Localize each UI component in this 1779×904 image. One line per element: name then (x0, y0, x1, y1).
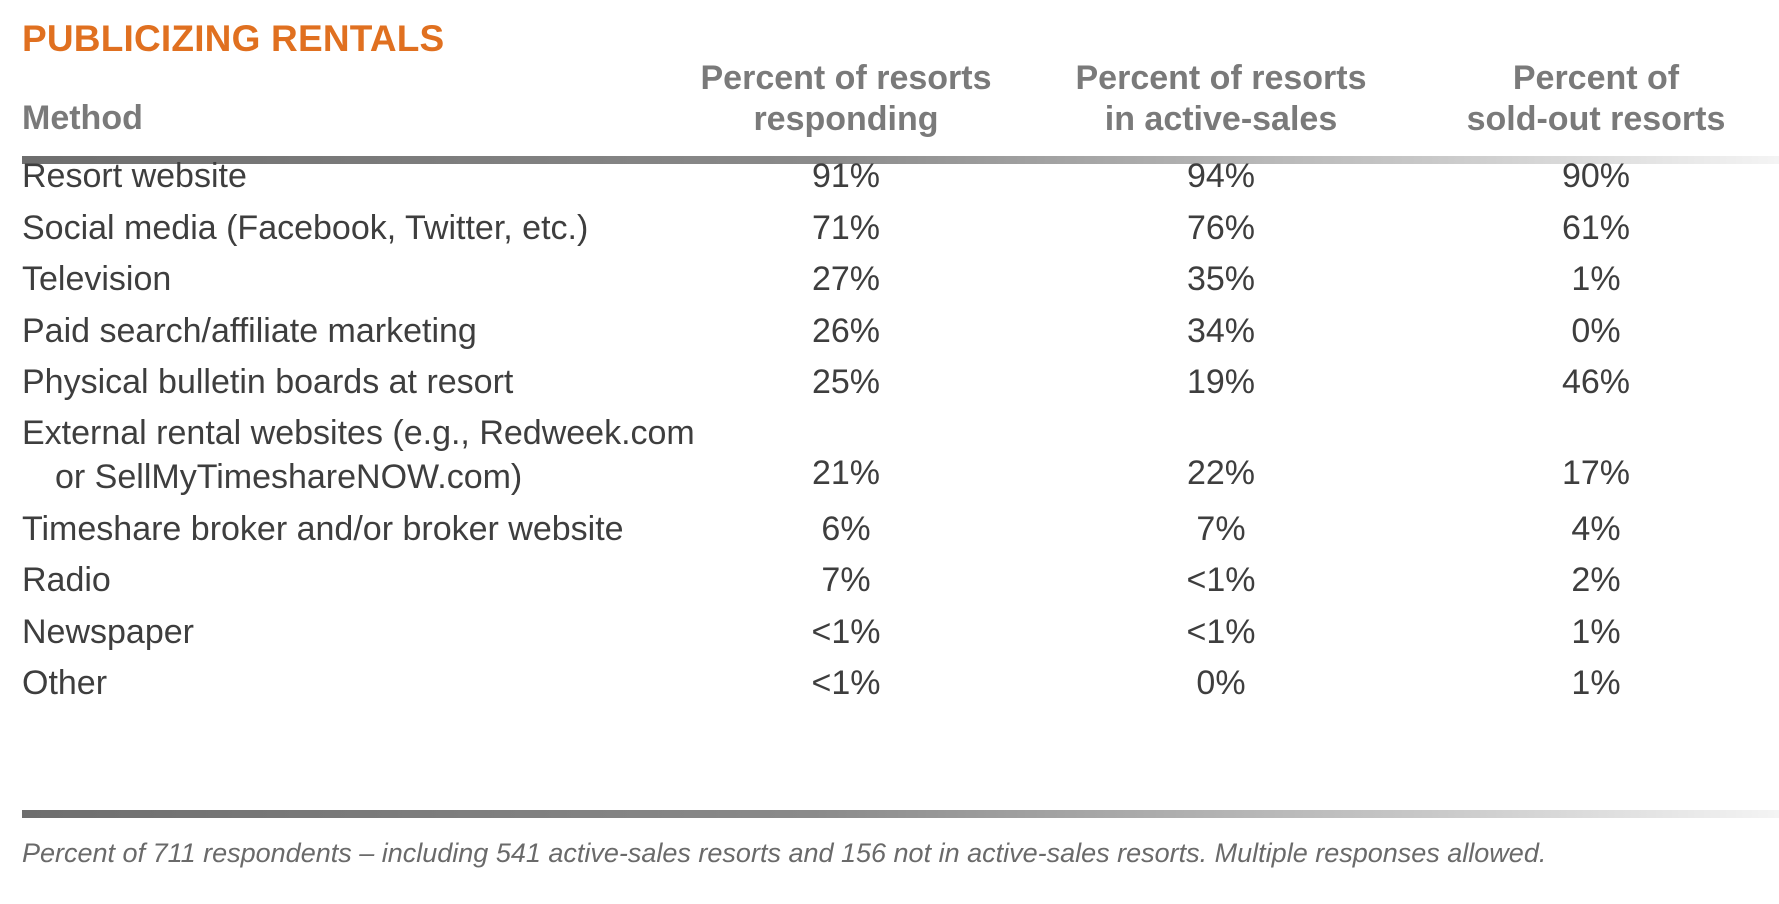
value-cell: 1% (1571, 664, 1621, 702)
value-cell: 91% (811, 157, 881, 195)
value-cell: 0% (1571, 312, 1621, 350)
column-header-active-sales: Percent of resorts in active-sales (1053, 58, 1389, 140)
method-cell: Newspaper (22, 610, 194, 654)
method-cell: Timeshare broker and/or broker website (22, 507, 624, 551)
value-cell: 21% (811, 454, 881, 492)
value-cell: 7% (821, 561, 871, 599)
value-cell: 90% (1561, 157, 1631, 195)
method-cell: Paid search/affiliate marketing (22, 309, 477, 353)
value-cell: 7% (1196, 510, 1246, 548)
column-header-sold-out: Percent of sold-out resorts (1428, 58, 1764, 140)
column-header-line: Method (22, 99, 143, 137)
value-cell: 35% (1186, 260, 1256, 298)
method-label: Physical bulletin boards at resort (22, 363, 514, 401)
method-label: Newspaper (22, 613, 194, 651)
value-cell: 46% (1561, 363, 1631, 401)
value-cell: 1% (1571, 260, 1621, 298)
value-cell: 61% (1561, 209, 1631, 247)
method-cell: Social media (Facebook, Twitter, etc.) (22, 206, 588, 250)
column-header-line: Percent of (1512, 59, 1680, 97)
value-cell: 34% (1186, 312, 1256, 350)
table-footnote: Percent of 711 respondents – including 5… (22, 838, 1547, 868)
value-cell: <1% (811, 613, 881, 651)
value-cell: <1% (1186, 613, 1256, 651)
value-cell: 25% (811, 363, 881, 401)
header-divider (22, 156, 1779, 164)
column-header-line: in active-sales (1104, 100, 1338, 138)
method-cell: Radio (22, 558, 111, 602)
method-label: or SellMyTimeshareNOW.com) (55, 458, 523, 496)
value-cell: <1% (811, 664, 881, 702)
column-header-line: sold-out resorts (1466, 100, 1726, 138)
value-cell: 4% (1571, 510, 1621, 548)
value-cell: 26% (811, 312, 881, 350)
value-cell: 6% (821, 510, 871, 548)
table-title: PUBLICIZING RENTALS (22, 18, 445, 59)
column-header-line: Percent of resorts (700, 59, 992, 97)
method-label: External rental websites (e.g., Redweek.… (22, 414, 695, 452)
column-header-line: responding (753, 100, 939, 138)
method-label: Resort website (22, 157, 247, 195)
method-label: Radio (22, 561, 111, 599)
value-cell: 17% (1561, 454, 1631, 492)
value-cell: 0% (1196, 664, 1246, 702)
method-cell: External rental websites (e.g., Redweek.… (22, 411, 695, 499)
method-label: Social media (Facebook, Twitter, etc.) (22, 209, 589, 247)
value-cell: 94% (1186, 157, 1256, 195)
method-label: Timeshare broker and/or broker website (22, 510, 624, 548)
method-label: Other (22, 664, 108, 702)
value-cell: <1% (1186, 561, 1256, 599)
value-cell: 19% (1186, 363, 1256, 401)
value-cell: 76% (1186, 209, 1256, 247)
method-label: Paid search/affiliate marketing (22, 312, 477, 350)
value-cell: 22% (1186, 454, 1256, 492)
method-cell: Other (22, 661, 107, 705)
method-cell: Physical bulletin boards at resort (22, 360, 513, 404)
column-header-method: Method (22, 98, 143, 139)
value-cell: 71% (811, 209, 881, 247)
value-cell: 2% (1571, 561, 1621, 599)
value-cell: 27% (811, 260, 881, 298)
method-label: Television (22, 260, 172, 298)
column-header-responding: Percent of resorts responding (678, 58, 1014, 140)
method-cell: Resort website (22, 154, 247, 198)
footer-divider (22, 810, 1779, 818)
column-header-line: Percent of resorts (1075, 59, 1367, 97)
value-cell: 1% (1571, 613, 1621, 651)
method-cell: Television (22, 257, 171, 301)
